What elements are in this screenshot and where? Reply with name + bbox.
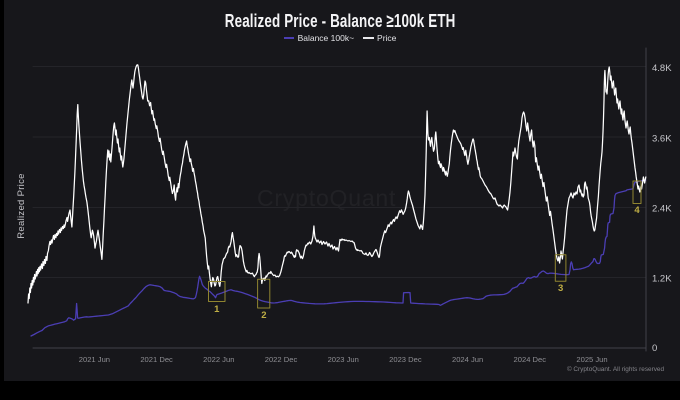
svg-text:2024 Jun: 2024 Jun — [452, 355, 483, 364]
svg-text:2: 2 — [261, 310, 266, 321]
svg-text:3: 3 — [558, 283, 563, 294]
svg-text:2021 Dec: 2021 Dec — [140, 355, 173, 364]
svg-text:2.4K: 2.4K — [652, 204, 672, 215]
svg-text:0: 0 — [652, 343, 657, 354]
svg-text:2025 Jun: 2025 Jun — [576, 355, 607, 364]
svg-text:3.6K: 3.6K — [652, 134, 672, 145]
svg-text:4.8K: 4.8K — [652, 63, 672, 74]
svg-text:2024 Dec: 2024 Dec — [514, 355, 547, 364]
svg-text:2021 Jun: 2021 Jun — [79, 355, 110, 364]
svg-text:1: 1 — [214, 304, 220, 315]
svg-text:2022 Dec: 2022 Dec — [265, 355, 298, 364]
svg-text:1.2K: 1.2K — [652, 274, 672, 285]
svg-text:2022 Jun: 2022 Jun — [203, 355, 234, 364]
svg-text:2023 Jun: 2023 Jun — [328, 355, 359, 364]
svg-text:2023 Dec: 2023 Dec — [389, 355, 422, 364]
svg-text:4: 4 — [634, 205, 640, 216]
